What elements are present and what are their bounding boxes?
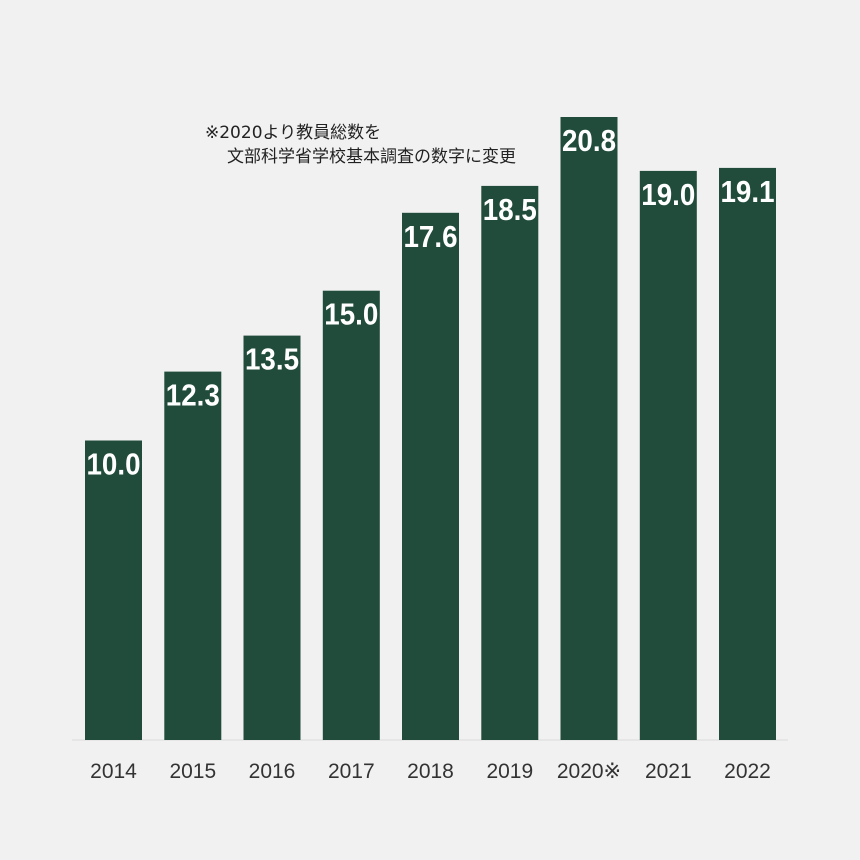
x-tick-label-2021: 2021: [645, 760, 692, 783]
x-tick-label-2017: 2017: [328, 760, 375, 783]
x-tick-label-2020※: 2020※: [557, 760, 621, 783]
data-label-2015: 12.3: [166, 378, 220, 413]
data-label-2019: 18.5: [483, 192, 537, 227]
bar-2016: [243, 335, 301, 740]
data-label-2016: 13.5: [245, 342, 299, 377]
data-label-2017: 15.0: [324, 297, 378, 332]
bar-2021: [639, 170, 697, 740]
bar-2015: [164, 371, 222, 740]
data-label-2021: 19.0: [641, 177, 695, 212]
bar-2014: [85, 440, 142, 740]
x-tick-label-2015: 2015: [169, 760, 216, 783]
x-tick-label-2019: 2019: [486, 760, 533, 783]
x-tick-label-2016: 2016: [249, 760, 296, 783]
x-tick-label-2014: 2014: [90, 760, 137, 783]
bar-2019: [481, 185, 539, 740]
bar-2020※: [560, 117, 618, 740]
chart-annotation-line-2: 文部科学省学校基本調査の数字に変更: [227, 147, 516, 167]
data-label-2018: 17.6: [404, 219, 458, 254]
x-tick-group: 2014 2015 2016 2017 2018 2019 2020※ 2021 2022: [90, 760, 771, 783]
bar-2018: [402, 212, 459, 741]
data-label-2020※: 20.8: [562, 123, 616, 158]
data-label-group: 10.0 12.3 13.5 15.0 17.6 18.5 20.8 19.0 19.1: [87, 123, 775, 482]
bar-group: [85, 117, 776, 741]
bar-2017: [322, 290, 380, 740]
chart-annotation-line-1: ※2020より教員総数を: [205, 123, 382, 143]
x-tick-label-2022: 2022: [724, 760, 771, 783]
data-label-2022: 19.1: [721, 174, 775, 209]
bar-2022: [719, 167, 776, 740]
x-tick-label-2018: 2018: [407, 760, 454, 783]
data-label-2014: 10.0: [87, 447, 141, 482]
